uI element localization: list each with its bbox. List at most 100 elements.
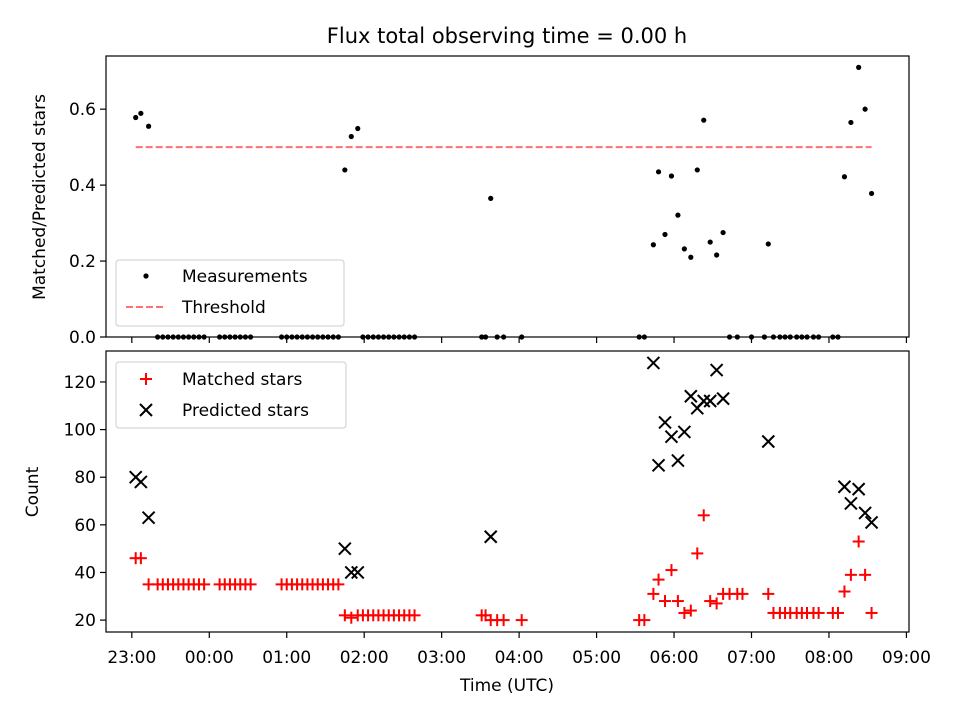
measurement-point — [862, 106, 868, 112]
measurement-point — [675, 212, 681, 218]
ratio-legend-box — [115, 259, 345, 327]
ratio-axis-ticks: 0.0 0.2 0.4 0.6 — [69, 100, 908, 348]
measurement-point — [662, 231, 668, 238]
measurement-point — [133, 114, 139, 121]
measurement-point — [856, 64, 862, 70]
predicted-star-point — [651, 458, 666, 473]
count-y-tick-label: 80 — [74, 468, 96, 488]
ratio-y-axis-label: Matched/Predicted stars — [30, 94, 50, 300]
predicted-star-point — [664, 430, 679, 444]
x-axis-label: Time (UTC) — [459, 676, 554, 696]
count-plot-frame — [105, 350, 910, 633]
x-tick-label: 02:00 — [340, 648, 389, 668]
matched-star-point — [838, 585, 851, 598]
matched-star-point — [684, 604, 697, 617]
x-tick-label: 04:00 — [495, 648, 544, 668]
measurement-point — [688, 254, 694, 260]
x-tick-label: 05:00 — [572, 648, 621, 668]
matched-star-point — [697, 509, 710, 522]
ratio-y-tick-label: 0.2 — [69, 252, 96, 272]
ratio-y-tick-label: 0.6 — [69, 100, 96, 120]
matched-star-point — [198, 578, 211, 591]
predicted-star-point — [484, 530, 498, 544]
matched-star-point — [665, 564, 678, 577]
count-y-tick-label: 120 — [64, 373, 96, 393]
matched-star-point — [332, 578, 345, 591]
measurement-point — [868, 190, 875, 197]
predicted-star-point — [677, 425, 692, 439]
legend-measurements-label: Measurements — [182, 267, 308, 287]
measurement-point — [701, 117, 707, 123]
predicted-star-point — [671, 453, 685, 468]
x-tick-label: 06:00 — [650, 648, 699, 668]
measurement-point — [681, 246, 687, 252]
x-tick-label: 09:00 — [882, 648, 931, 668]
measurement-point — [650, 242, 656, 248]
x-tick-label: 23:00 — [107, 648, 156, 668]
legend-predicted-label: Predicted stars — [182, 401, 309, 421]
matched-star-point — [812, 606, 825, 619]
count-panel: 20 40 60 80 100 120 Count 23:00 00:00 01:00 02:0… — [23, 350, 931, 696]
measurement-point — [714, 252, 720, 258]
figure-title: Flux total observing time = 0.00 h — [327, 24, 687, 48]
matched-star-point — [859, 568, 872, 581]
predicted-star-point — [864, 515, 879, 530]
predicted-star-point — [709, 363, 724, 377]
legend-matched-marker — [140, 373, 152, 385]
matched-star-point — [710, 597, 723, 610]
measurement-point — [355, 125, 361, 132]
ratio-y-tick-label: 0.4 — [69, 176, 96, 196]
measurement-point — [146, 123, 152, 129]
ratio-panel: 0.0 0.2 0.4 0.6 Matched/Predicted stars Mea… — [30, 55, 910, 348]
matched-star-point — [659, 595, 672, 608]
predicted-star-point — [134, 475, 148, 489]
matched-star-point — [831, 606, 844, 619]
x-tick-label: 03:00 — [417, 648, 466, 668]
predicted-star-point — [844, 496, 858, 511]
measurement-point — [707, 239, 713, 245]
matched-star-point — [865, 606, 878, 619]
matched-star-point — [844, 568, 857, 581]
matched-star-point — [638, 614, 651, 627]
count-y-tick-label: 100 — [64, 421, 96, 441]
matched-star-point — [647, 587, 660, 600]
count-legend: Matched stars Predicted stars — [115, 361, 347, 429]
legend-predicted-marker — [139, 403, 153, 417]
matched-star-point — [134, 552, 147, 565]
legend-matched-label: Matched stars — [182, 370, 302, 390]
predicted-star-point — [716, 391, 730, 406]
count-y-tick-label: 40 — [74, 563, 96, 583]
count-plot-marks — [128, 356, 879, 627]
measurement-point — [655, 169, 662, 175]
matched-star-point — [762, 587, 775, 600]
matched-star-point — [244, 578, 257, 591]
predicted-star-point — [761, 434, 775, 449]
predicted-star-point — [658, 415, 672, 430]
matched-star-point — [736, 587, 749, 600]
legend-measurements-marker — [143, 273, 149, 279]
count-y-axis-label: Count — [23, 466, 43, 517]
matched-star-point — [515, 614, 528, 627]
measurement-point — [841, 174, 848, 180]
predicted-star-point — [141, 510, 156, 525]
ratio-plot-frame — [105, 55, 910, 338]
predicted-star-point — [344, 565, 358, 580]
measurement-point — [668, 173, 675, 179]
measurement-point — [720, 229, 726, 236]
x-tick-label: 01:00 — [262, 648, 311, 668]
predicted-star-point — [858, 506, 872, 520]
predicted-star-point — [703, 394, 717, 408]
predicted-star-point — [837, 480, 852, 494]
matched-star-point — [338, 609, 351, 622]
matched-star-point — [704, 595, 717, 608]
predicted-star-point — [684, 389, 698, 403]
matched-star-point — [497, 614, 510, 627]
matched-star-point — [678, 606, 691, 619]
measurement-point — [694, 167, 700, 173]
predicted-star-point — [646, 356, 661, 370]
measurement-point — [138, 110, 144, 116]
matched-star-point — [691, 547, 704, 560]
x-tick-label: 08:00 — [804, 648, 853, 668]
count-y-tick-label: 60 — [74, 516, 96, 536]
legend-threshold-label: Threshold — [181, 298, 266, 318]
